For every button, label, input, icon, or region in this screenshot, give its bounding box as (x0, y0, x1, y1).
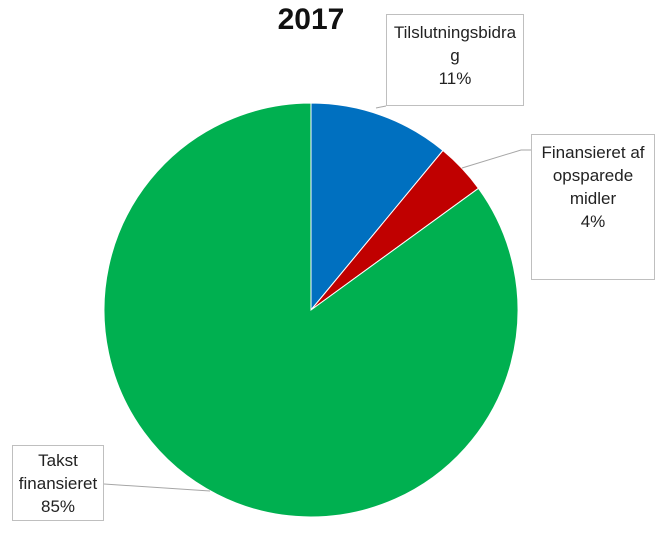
label-category: Tilslutningsbidrag (393, 23, 517, 65)
data-label: Tilslutningsbidrag 11% (386, 14, 524, 106)
leader-line (461, 149, 531, 169)
pie-slice (103, 102, 519, 518)
chart-title: 2017 (277, 3, 345, 36)
data-label: Finansieret af opsparede midler 4% (531, 134, 655, 280)
label-value: 11% (438, 69, 472, 88)
leader-line (103, 483, 211, 492)
label-category: Takst finansieret (18, 451, 98, 493)
data-label: Takst finansieret 85% (12, 445, 104, 521)
leader-line (375, 105, 387, 109)
pie-slice (310, 102, 444, 312)
label-value: 85% (40, 497, 76, 516)
label-category: Finansieret af opsparede midler (541, 143, 645, 208)
label-value: 4% (580, 212, 606, 231)
